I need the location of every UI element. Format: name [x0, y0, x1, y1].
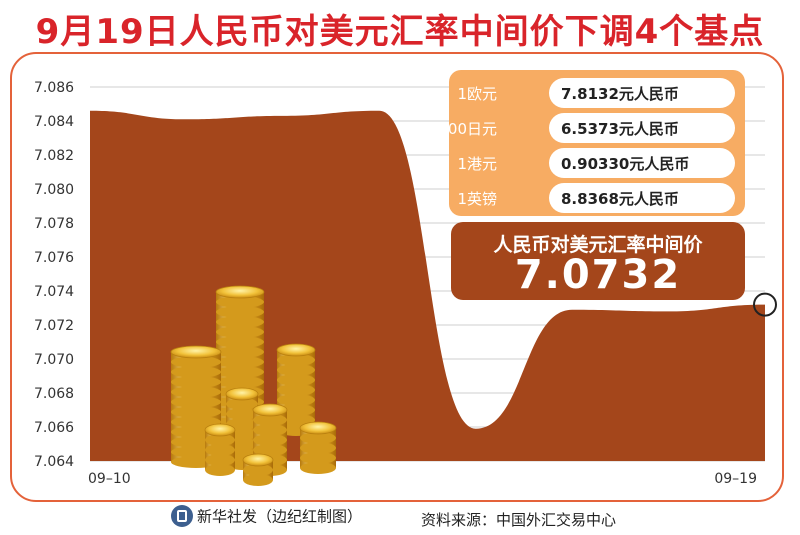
xinhua-logo-icon	[171, 505, 193, 527]
coin-edge	[300, 452, 336, 464]
coin-top	[225, 387, 259, 401]
coin-edge	[253, 414, 287, 426]
rate-pill: 0.90330元人民币	[549, 148, 735, 178]
rate-value: 6.5373元人民币	[561, 120, 679, 138]
x-axis-ticks: 09–10 09–19	[88, 471, 757, 487]
y-tick-label: 7.074	[34, 284, 74, 300]
coin-edge	[205, 464, 235, 476]
rate-row-eur: 1欧元 7.8132元人民币	[449, 78, 745, 108]
y-tick-label: 7.078	[34, 216, 74, 232]
rate-row-hkd: 1港元 0.90330元人民币	[449, 148, 745, 178]
y-tick-label: 7.080	[34, 182, 74, 198]
coin-edge	[300, 442, 336, 454]
coin-edge	[205, 444, 235, 456]
footer-source: 资料来源：中国外汇交易中心	[421, 511, 617, 529]
coin-edge	[277, 384, 315, 396]
coin-edge	[300, 462, 336, 474]
y-tick-label: 7.068	[34, 386, 74, 402]
latest-point-marker	[753, 292, 777, 317]
coin-edge	[171, 356, 221, 368]
central-parity-panel: 人民币对美元汇率中间价 7.0732	[451, 222, 745, 300]
rate-row-gbp: 1英镑 8.8368元人民币	[449, 183, 745, 213]
credit-text: 新华社发（边纪红制图）	[197, 507, 363, 526]
y-tick-label: 7.066	[34, 420, 74, 436]
coin-edge	[171, 396, 221, 408]
rate-value: 0.90330元人民币	[561, 155, 690, 173]
rate-pill: 7.8132元人民币	[549, 78, 735, 108]
coin-edge	[277, 374, 315, 386]
coin-edge	[171, 406, 221, 418]
y-tick-label: 7.076	[34, 250, 74, 266]
coin-edge	[205, 434, 235, 446]
coin-edge	[216, 346, 264, 358]
coin-edge	[216, 326, 264, 338]
coin-edge	[216, 376, 264, 388]
coin-edge	[171, 416, 221, 428]
rate-label: 1港元	[457, 155, 497, 173]
rate-pill: 6.5373元人民币	[549, 113, 735, 143]
rate-label: 1欧元	[457, 85, 497, 103]
coin-edge	[277, 394, 315, 406]
x-tick-label: 09–10	[88, 471, 131, 487]
coin-edge	[277, 364, 315, 376]
coin-top	[215, 285, 265, 299]
coin-edge	[171, 376, 221, 388]
coin-edge	[226, 408, 258, 420]
coin-top	[170, 345, 222, 359]
coin-edge	[171, 366, 221, 378]
coin-edge	[171, 386, 221, 398]
coin-edge	[205, 454, 235, 466]
coin-edge	[216, 336, 264, 348]
coin-edge	[226, 398, 258, 410]
x-tick-label: 09–19	[714, 471, 757, 487]
coin-top	[252, 403, 288, 417]
rate-value: 8.8368元人民币	[561, 190, 679, 208]
coin-stack	[299, 421, 337, 474]
coin-edge	[226, 418, 258, 430]
coin-edge	[216, 316, 264, 328]
coin-stacks-illustration	[170, 285, 337, 486]
rate-row-jpy: 100日元 6.5373元人民币	[438, 113, 745, 143]
rate-pill: 8.8368元人民币	[549, 183, 735, 213]
coin-stack	[204, 423, 236, 476]
rate-label: 1英镑	[457, 190, 497, 208]
coin-top	[299, 421, 337, 435]
coin-top	[204, 423, 236, 437]
coin-top	[242, 453, 274, 467]
coin-edge	[216, 356, 264, 368]
y-tick-label: 7.064	[34, 454, 74, 470]
coin-edge	[243, 474, 273, 486]
rate-value: 7.8132元人民币	[561, 85, 679, 103]
coin-edge	[216, 366, 264, 378]
coin-stack	[242, 453, 274, 486]
central-parity-label: 人民币对美元汇率中间价	[493, 234, 703, 256]
coin-edge	[216, 296, 264, 308]
coin-edge	[243, 464, 273, 476]
footer-credit: 新华社发（边纪红制图）	[171, 505, 362, 531]
y-tick-label: 7.086	[34, 80, 74, 96]
coin-edge	[277, 354, 315, 366]
y-tick-label: 7.082	[34, 148, 74, 164]
y-tick-label: 7.072	[34, 318, 74, 334]
page-title: 9月19日人民币对美元汇率中间价下调4个基点	[35, 12, 765, 52]
exchange-rates-panel: 1欧元 7.8132元人民币 100日元 6.5373元人民币 1港元 0.90…	[438, 70, 745, 216]
coin-edge	[253, 424, 287, 436]
coin-edge	[253, 444, 287, 456]
y-tick-label: 7.070	[34, 352, 74, 368]
y-axis-ticks: 7.064 7.066 7.068 7.070 7.072 7.074 7.076 7.078…	[34, 80, 74, 470]
central-parity-value: 7.0732	[514, 252, 682, 298]
coin-edge	[253, 434, 287, 446]
coin-edge	[300, 432, 336, 444]
coin-top	[276, 343, 316, 357]
coin-edge	[216, 306, 264, 318]
y-tick-label: 7.084	[34, 114, 74, 130]
rate-label: 100日元	[438, 120, 497, 138]
